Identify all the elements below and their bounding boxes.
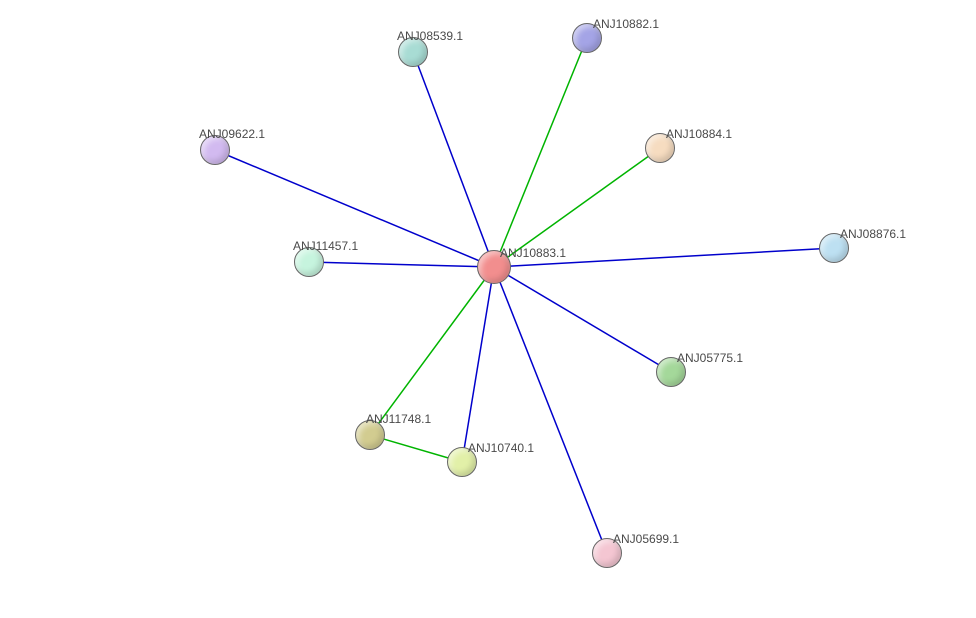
edge: [309, 262, 494, 267]
node-label: ANJ10882.1: [593, 17, 659, 31]
edge: [370, 267, 494, 435]
edge: [494, 267, 671, 372]
node-label: ANJ05699.1: [613, 532, 679, 546]
network-node[interactable]: [398, 37, 428, 67]
network-node[interactable]: [592, 538, 622, 568]
edge: [494, 267, 607, 553]
network-node[interactable]: [447, 447, 477, 477]
edge: [494, 248, 834, 267]
network-node[interactable]: [355, 420, 385, 450]
edge: [494, 38, 587, 267]
edge: [494, 148, 660, 267]
network-node[interactable]: [645, 133, 675, 163]
edge: [462, 267, 494, 462]
network-node[interactable]: [294, 247, 324, 277]
node-label: ANJ10883.1: [500, 246, 566, 260]
node-label: ANJ10884.1: [666, 127, 732, 141]
network-node[interactable]: [572, 23, 602, 53]
network-canvas: ANJ10883.1ANJ10882.1ANJ08539.1ANJ09622.1…: [0, 0, 976, 618]
node-label: ANJ10740.1: [468, 441, 534, 455]
network-node[interactable]: [819, 233, 849, 263]
node-label: ANJ05775.1: [677, 351, 743, 365]
network-node[interactable]: [656, 357, 686, 387]
node-label: ANJ08876.1: [840, 227, 906, 241]
network-node[interactable]: [477, 250, 511, 284]
edges-layer: [0, 0, 976, 618]
edge: [215, 150, 494, 267]
network-node[interactable]: [200, 135, 230, 165]
edge: [413, 52, 494, 267]
